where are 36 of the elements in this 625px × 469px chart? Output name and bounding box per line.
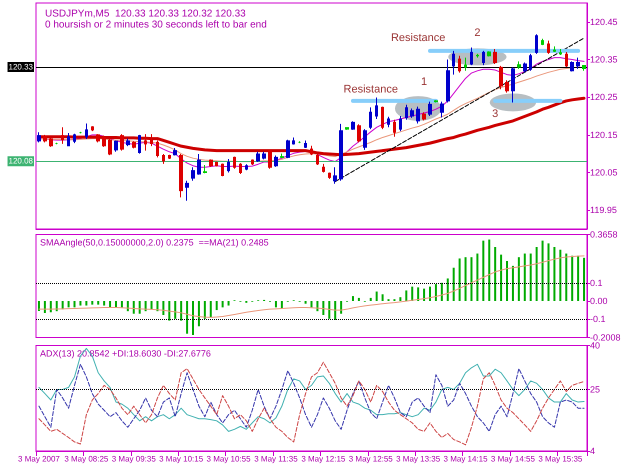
annotation: 2 [474, 27, 480, 40]
y-tick-label: 120.25 [590, 92, 618, 102]
x-tick-label: 3 May 10:15 [159, 454, 204, 464]
y-tick-label: 0.00 [590, 296, 608, 306]
annotation: 1 [421, 76, 428, 88]
x-tick-label: 3 May 2007 [18, 454, 60, 464]
x-tick-label: 3 May 09:35 [112, 454, 156, 464]
x-tick-label: 3 May 10:55 [206, 454, 252, 464]
y-tick-label: -0.1 [590, 314, 606, 324]
x-tick-label: 3 May 08:25 [64, 454, 109, 464]
x-tick-label: 3 May 14:55 [490, 454, 536, 464]
y-tick-label: 0.1 [590, 278, 603, 288]
ref-line-label: 120.33 [8, 62, 34, 72]
x-tick-label: 3 May 12:15 [301, 454, 346, 464]
annotation: Resistance [390, 32, 446, 44]
y-tick-label: 40 [590, 340, 600, 350]
y-tick-label: 120.05 [590, 168, 618, 178]
x-tick-label: 3 May 15:35 [538, 454, 583, 464]
y-tick-label: 4 [590, 446, 596, 456]
y-tick-label: -0.2008 [590, 332, 621, 342]
text: USDJPYm,M5 120.33 120.33 120.32 120.33 [45, 8, 246, 20]
x-tick-label: 3 May 12:55 [348, 454, 394, 464]
annotation: Resistance [344, 84, 398, 96]
y-tick-label: 120.45 [590, 16, 618, 27]
x-tick-label: 3 May 14:15 [444, 454, 488, 464]
y-tick-label: 120.35 [590, 54, 618, 64]
text: 0 hoursish or 2 minutes 30 seconds left to bar end [45, 20, 267, 30]
x-tick-label: 3 May 11:35 [254, 454, 298, 464]
annotation: 3 [492, 108, 498, 120]
y-tick-label: 0.3658 [590, 230, 618, 240]
annotation: SMAAngle(50,0.15000000,2.0) 0.2375 ==MA(21) 0.2485 [40, 238, 269, 248]
x-tick-label: 3 May 13:35 [396, 454, 441, 464]
y-tick-label: 25 [590, 384, 600, 394]
ref-line-label: 120.08 [8, 156, 34, 166]
y-tick-label: 119.95 [590, 205, 617, 216]
y-tick-label: 120.15 [590, 130, 618, 140]
